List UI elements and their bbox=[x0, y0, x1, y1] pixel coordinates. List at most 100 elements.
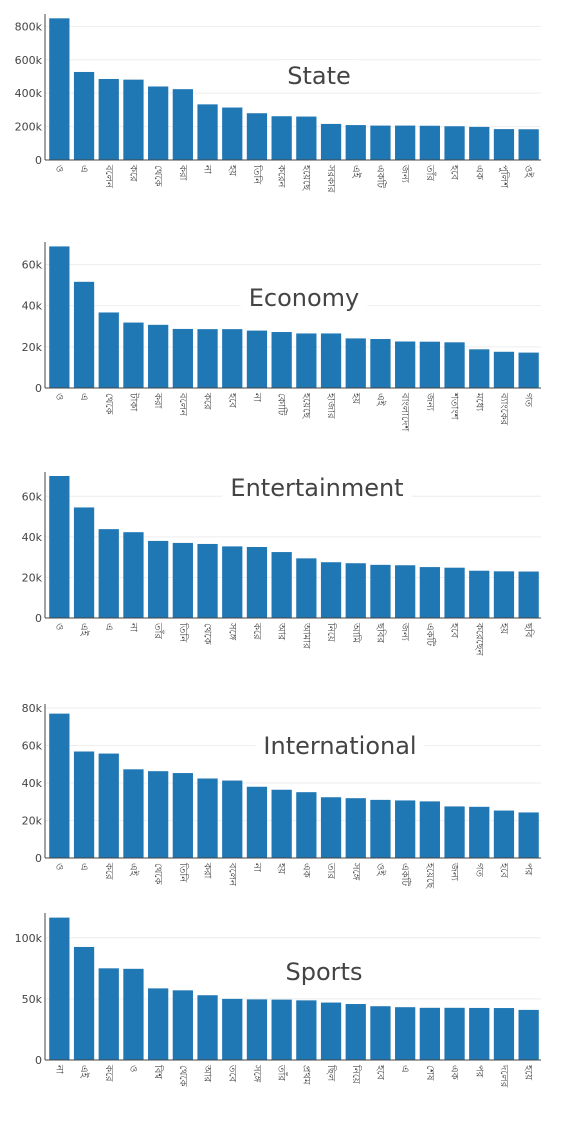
bar bbox=[345, 563, 366, 618]
bar bbox=[320, 1002, 342, 1060]
bar bbox=[271, 332, 292, 388]
chart-title: State bbox=[287, 62, 351, 90]
x-tick-label: জন্য bbox=[424, 392, 435, 412]
bar bbox=[345, 798, 366, 858]
bar bbox=[197, 778, 218, 858]
x-tick-label: একটি bbox=[374, 165, 387, 188]
bar bbox=[370, 339, 391, 388]
x-tick-label: এ bbox=[78, 393, 89, 401]
bar bbox=[73, 751, 95, 858]
x-tick-label: থেকে bbox=[177, 1065, 188, 1088]
bar bbox=[370, 799, 391, 858]
bar bbox=[493, 351, 515, 388]
bar bbox=[73, 946, 95, 1060]
x-tick-label: এই bbox=[374, 393, 386, 407]
x-tick-label: সঙ্গে bbox=[350, 862, 361, 881]
x-tick-label: থেকে bbox=[152, 165, 163, 188]
bar bbox=[518, 129, 539, 160]
x-tick-label: হয়েছে bbox=[300, 164, 311, 191]
bar bbox=[469, 1007, 490, 1060]
bar bbox=[49, 18, 70, 160]
bar bbox=[320, 123, 342, 160]
bar bbox=[98, 529, 119, 618]
y-tick-label: 100k bbox=[15, 932, 43, 945]
y-tick-label: 0 bbox=[35, 1054, 42, 1067]
bar bbox=[444, 126, 465, 160]
x-tick-label: হবে bbox=[226, 392, 237, 408]
y-tick-label: 40k bbox=[22, 300, 43, 313]
y-tick-label: 400k bbox=[15, 87, 43, 100]
bar bbox=[395, 1007, 416, 1060]
y-tick-label: 40k bbox=[22, 777, 43, 790]
x-tick-label: আর bbox=[276, 622, 287, 641]
x-tick-label: একটি bbox=[424, 623, 437, 646]
bar bbox=[246, 786, 268, 858]
x-tick-label: ও bbox=[127, 1065, 138, 1072]
x-tick-label: হয় bbox=[226, 164, 237, 177]
x-tick-label: তাঁর bbox=[424, 164, 437, 181]
x-tick-label: তাঁর bbox=[152, 622, 165, 639]
x-tick-label: ব্যাংকের bbox=[498, 392, 509, 426]
x-tick-label: জন্য bbox=[399, 622, 410, 642]
x-tick-label: জন্য bbox=[399, 164, 410, 184]
bar bbox=[395, 341, 416, 388]
x-tick-label: হবে bbox=[498, 862, 509, 878]
bar bbox=[444, 806, 465, 858]
y-tick-label: 20k bbox=[22, 815, 43, 828]
x-tick-label: আমার bbox=[300, 622, 311, 649]
x-tick-label: হবে bbox=[449, 622, 460, 638]
bar bbox=[469, 126, 490, 160]
x-tick-label: এ bbox=[399, 1065, 410, 1073]
bar bbox=[444, 1007, 465, 1060]
x-tick-label: করে bbox=[251, 622, 262, 640]
bar bbox=[518, 352, 539, 388]
x-tick-label: হবে bbox=[449, 164, 460, 180]
x-tick-label: বাংলাদেশ bbox=[399, 392, 410, 432]
x-tick-label: এক bbox=[473, 165, 484, 181]
chart-title: International bbox=[263, 732, 416, 760]
bar bbox=[419, 1007, 440, 1060]
bar bbox=[296, 1000, 317, 1060]
x-tick-label: ও bbox=[53, 623, 64, 630]
bar bbox=[518, 812, 539, 858]
x-tick-label: গত bbox=[523, 393, 534, 408]
chart-title: Entertainment bbox=[230, 474, 403, 502]
y-tick-label: 60k bbox=[22, 740, 43, 753]
x-tick-label: পর bbox=[473, 1065, 484, 1078]
bar bbox=[148, 771, 169, 858]
y-tick-label: 0 bbox=[35, 154, 42, 167]
bar bbox=[370, 125, 391, 160]
x-tick-label: এক bbox=[449, 1065, 460, 1081]
x-tick-label: হয়েছে bbox=[424, 862, 435, 889]
bar bbox=[320, 562, 342, 618]
x-tick-label: ছবির bbox=[374, 622, 386, 643]
bar bbox=[148, 324, 169, 388]
bar bbox=[148, 540, 169, 618]
bar bbox=[197, 543, 218, 618]
bar bbox=[320, 333, 342, 388]
x-tick-label: তার bbox=[325, 862, 336, 879]
x-tick-label: করা bbox=[202, 862, 213, 879]
bar bbox=[123, 532, 144, 618]
bar bbox=[296, 333, 317, 388]
bar bbox=[246, 113, 268, 160]
bar bbox=[246, 330, 268, 388]
bar bbox=[246, 999, 268, 1060]
bar bbox=[395, 125, 416, 160]
bar bbox=[197, 995, 218, 1060]
bar bbox=[419, 341, 440, 388]
bar bbox=[271, 116, 292, 160]
x-tick-label: থেকে bbox=[152, 863, 163, 886]
bar bbox=[98, 78, 119, 160]
x-tick-label: থেকে bbox=[202, 623, 213, 646]
x-tick-label: মধ্যে bbox=[473, 392, 484, 412]
x-tick-label: করে bbox=[103, 1064, 114, 1082]
x-tick-label: করে bbox=[202, 392, 213, 410]
y-tick-label: 0 bbox=[35, 852, 42, 865]
y-tick-label: 60k bbox=[22, 259, 43, 272]
bar bbox=[123, 322, 144, 388]
x-tick-label: হয়েছে bbox=[300, 392, 311, 419]
bar bbox=[98, 753, 119, 858]
x-tick-label: ওই bbox=[523, 165, 535, 178]
